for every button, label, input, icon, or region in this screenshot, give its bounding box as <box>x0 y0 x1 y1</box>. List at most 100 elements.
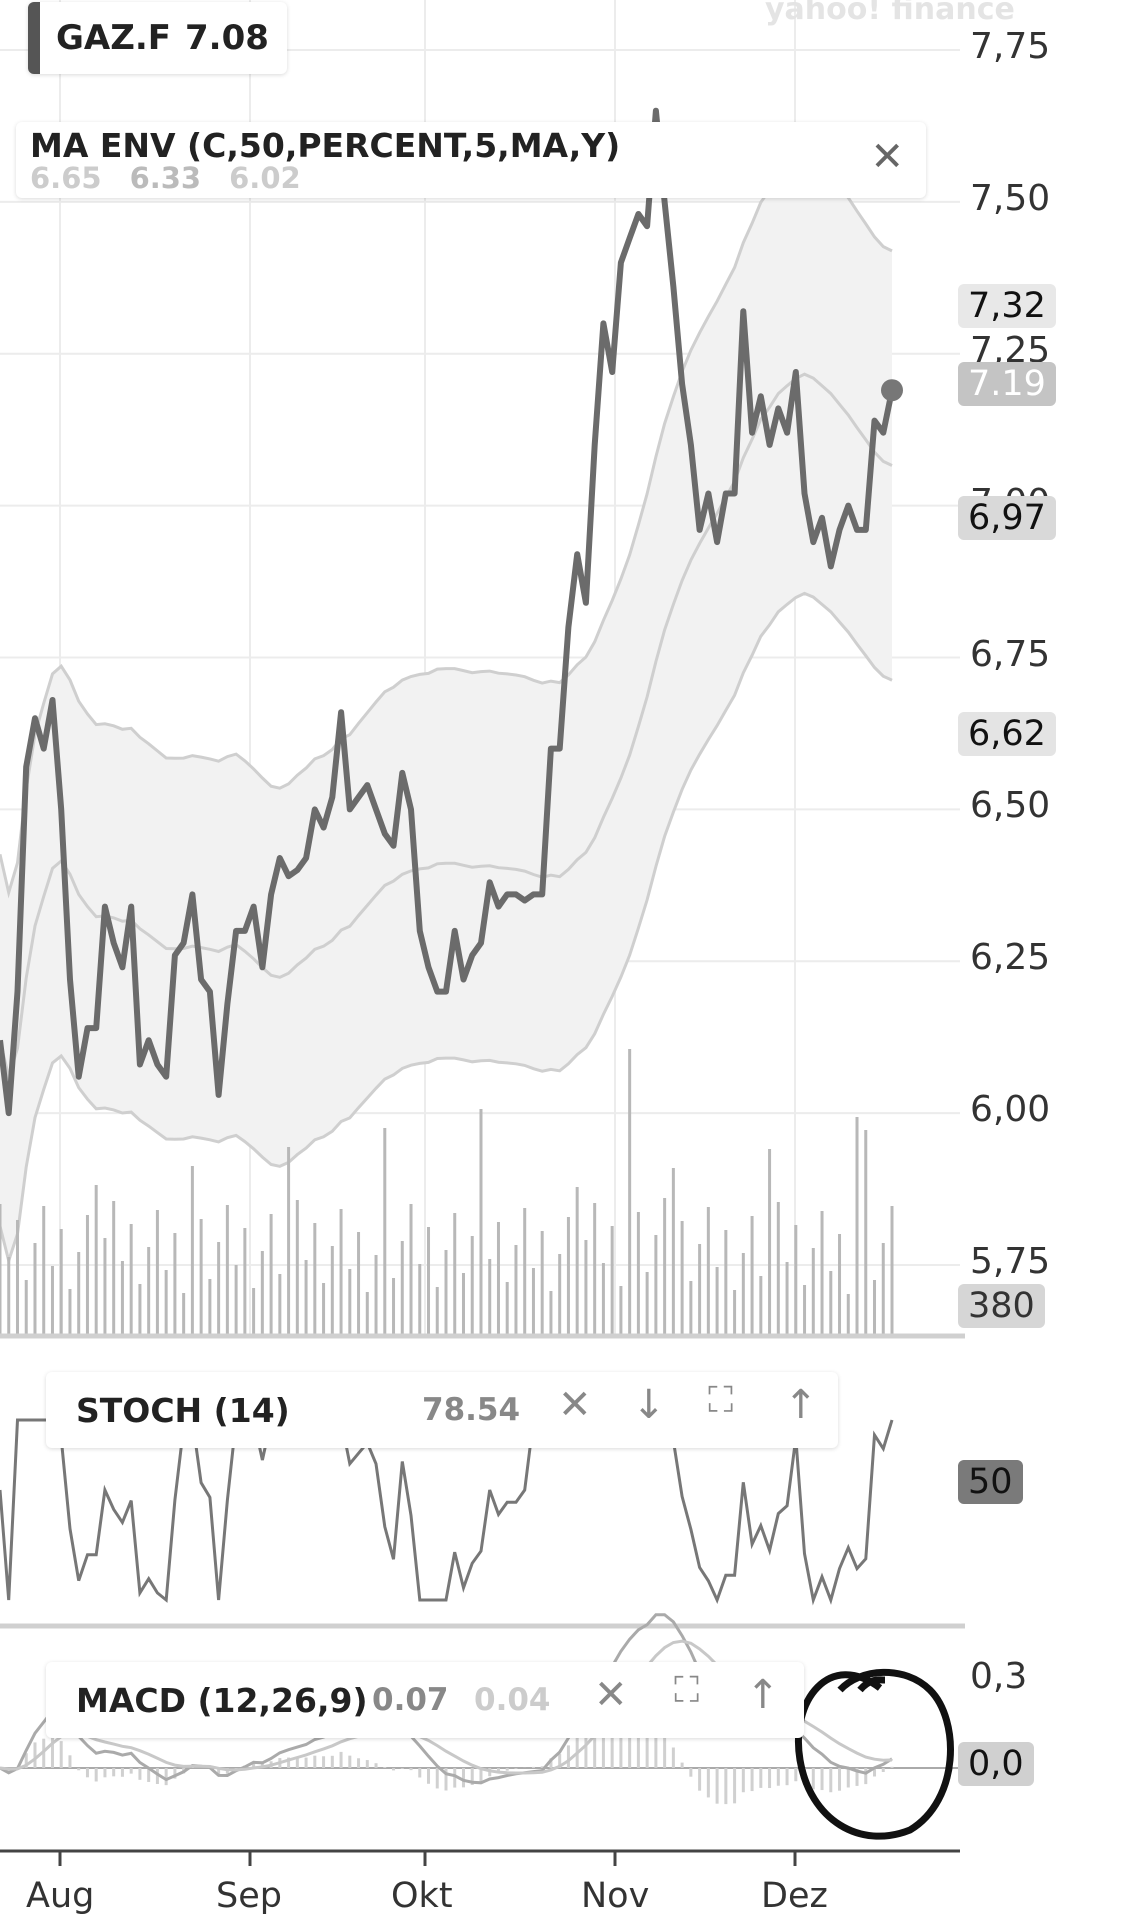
volume-bar <box>803 1285 807 1334</box>
envelope-lower-line <box>0 591 893 1267</box>
y-tick-label: 6,25 <box>970 937 1051 979</box>
volume-bar <box>549 1291 553 1334</box>
macd-hist-bar <box>287 1757 291 1768</box>
close-icon[interactable]: ✕ <box>594 1672 628 1718</box>
volume-bar <box>304 1260 308 1334</box>
volume-bar <box>15 1220 19 1334</box>
macd-hist-bar <box>759 1768 763 1788</box>
volume-bar <box>715 1267 719 1334</box>
volume-bar <box>42 1206 46 1334</box>
move-up-icon[interactable]: ↑ <box>784 1382 818 1428</box>
y-tick-label: 6,00 <box>970 1089 1051 1131</box>
ma-env-panel: MA ENV (C,50,PERCENT,5,MA,Y) 6.65 6.33 6… <box>16 122 926 198</box>
move-down-icon[interactable]: ↓ <box>632 1382 666 1428</box>
volume-bar <box>461 1273 465 1334</box>
volume-bar <box>514 1245 518 1334</box>
macd-hist-bar <box>77 1768 81 1771</box>
price-line <box>0 107 895 1117</box>
macd-hist-bar <box>505 1768 509 1771</box>
macd-hist-bar <box>313 1755 317 1768</box>
volume-bar <box>243 1228 247 1334</box>
ticker-symbol: GAZ.F <box>56 18 172 58</box>
volume-bar <box>313 1223 317 1334</box>
watermark: yahoo! finance <box>765 0 1015 27</box>
macd-hist-bar <box>418 1768 422 1778</box>
volume-bar <box>322 1283 326 1334</box>
macd-hist-bar <box>138 1768 142 1780</box>
volume-bar <box>645 1272 649 1334</box>
volume-bar <box>488 1259 492 1334</box>
hand-drawn-circle <box>795 1668 954 1840</box>
volume-bar <box>846 1294 850 1334</box>
macd-hist-bar <box>304 1757 308 1768</box>
volume-bar <box>479 1109 483 1334</box>
volume-bar <box>733 1290 737 1334</box>
macd-hist-bar <box>112 1768 116 1777</box>
volume-bar <box>24 1280 28 1334</box>
volume-bar <box>85 1215 89 1334</box>
volume-bar <box>575 1187 579 1334</box>
volume-bar <box>59 1229 63 1334</box>
ma-env-title: MA ENV (C,50,PERCENT,5,MA,Y) <box>30 125 621 165</box>
macd-value: 0.07 <box>372 1682 449 1718</box>
macd-hist-bar <box>601 1721 605 1768</box>
macd-hist-bar <box>348 1755 352 1768</box>
macd-hist-bar <box>94 1768 98 1782</box>
macd-hist-bar <box>427 1768 431 1784</box>
macd-hist-bar <box>689 1768 693 1777</box>
macd-hist-bar <box>549 1758 553 1768</box>
volume-bar <box>68 1289 72 1334</box>
volume-bar <box>689 1281 693 1334</box>
macd-title: MACD (12,26,9) <box>76 1680 368 1720</box>
close-icon[interactable]: ✕ <box>558 1382 592 1428</box>
volume-bar <box>636 1212 640 1334</box>
macd-hist-bar <box>173 1768 177 1779</box>
macd-hist-bar <box>838 1768 842 1791</box>
ma-env-middle-value: 6.33 <box>129 160 202 195</box>
volume-bar <box>496 1222 500 1334</box>
volume-bar <box>33 1243 37 1334</box>
price-badge-middle: 6,97 <box>958 496 1056 540</box>
macd-hist-bar <box>531 1766 535 1768</box>
macd-hist-bar <box>750 1768 754 1792</box>
expand-icon[interactable]: ⛶ <box>674 1670 700 1711</box>
month-label: Okt <box>391 1876 453 1916</box>
volume-bar <box>374 1255 378 1334</box>
volume-bar <box>112 1201 116 1334</box>
macd-hist-bar <box>610 1721 614 1768</box>
volume-bar <box>505 1282 509 1334</box>
macd-hist-bar <box>461 1768 465 1788</box>
y-tick-label: 7,75 <box>970 26 1051 67</box>
stoch-line <box>0 1417 894 1606</box>
macd-hist-bar <box>741 1768 745 1793</box>
macd-hist-bar <box>217 1768 221 1776</box>
move-up-icon[interactable]: ↑ <box>746 1672 780 1718</box>
volume-bar <box>724 1230 728 1334</box>
macd-hist-bar <box>330 1755 334 1768</box>
macd-hist-bar <box>540 1766 544 1768</box>
volume-bar <box>811 1248 815 1334</box>
volume-bar <box>566 1217 570 1334</box>
stoch-title: STOCH (14) <box>76 1390 290 1430</box>
volume-bar <box>873 1280 877 1334</box>
volume-bar <box>584 1240 588 1334</box>
volume-bar <box>77 1252 81 1334</box>
volume-bar <box>278 1274 282 1334</box>
macd-hist-bar <box>733 1768 737 1804</box>
volume-bar <box>663 1198 667 1334</box>
macd-hist-bar <box>435 1768 439 1789</box>
macd-hist-bar <box>68 1755 72 1768</box>
macd-hist-bar <box>785 1768 789 1786</box>
volume-bar <box>120 1261 124 1334</box>
volume-bar <box>540 1231 544 1334</box>
volume-bar <box>138 1284 142 1334</box>
month-ticks <box>58 1851 797 1866</box>
expand-icon[interactable]: ⛶ <box>708 1380 734 1421</box>
volume-bar <box>199 1219 203 1334</box>
close-icon[interactable]: ✕ <box>870 134 904 180</box>
envelope-middle-line <box>0 372 893 1083</box>
volume-bar <box>741 1253 745 1334</box>
macd-hist-bar <box>654 1726 658 1768</box>
volume-bar <box>453 1213 457 1334</box>
